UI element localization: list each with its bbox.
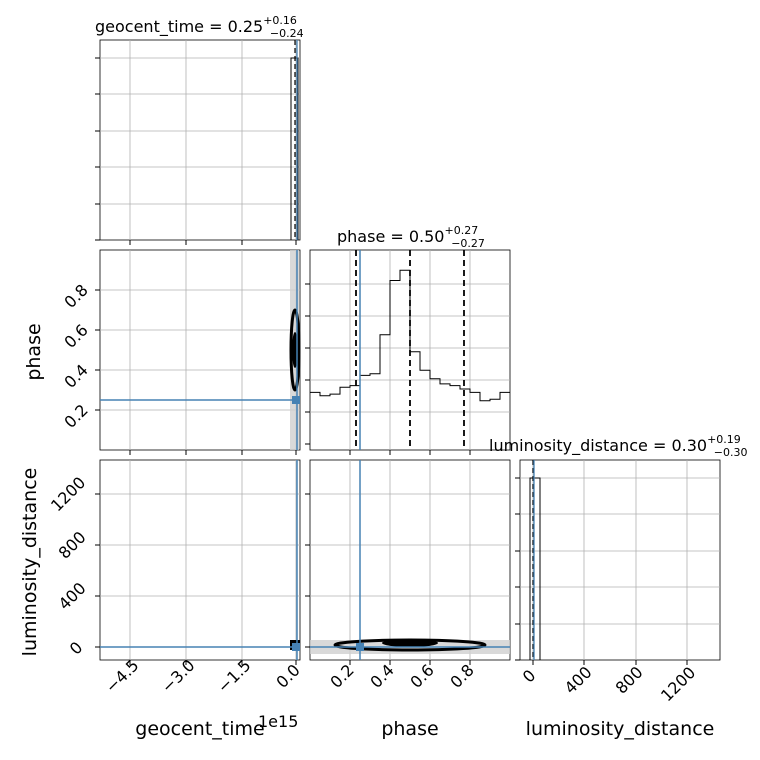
panel-phase-hist: phase = 0.50+0.27 −0.27 (305, 224, 511, 455)
geocent-x-tick-label: −3.0 (158, 656, 199, 697)
geocent-x-tick-label: −4.5 (102, 656, 143, 697)
geocent-x-tick-label: 0.0 (272, 660, 303, 691)
y-ticks (515, 477, 520, 661)
panel-grid (520, 460, 720, 660)
distance-title: luminosity_distance = 0.30+0.19 −0.30 (489, 433, 748, 459)
phase-title: phase = 0.50+0.27 −0.27 (337, 224, 485, 250)
panel-frame (309, 459, 511, 661)
phase-x-tick-label: 0.2 (326, 660, 357, 691)
panel-frame (99, 249, 301, 451)
panel-distance-vs-phase: 0.2 0.4 0.6 0.8 phase (305, 459, 511, 740)
phase-x-tick-label: 0.6 (406, 660, 437, 691)
phase-x-tick-label: 0.4 (366, 660, 397, 691)
density-contour-outer (289, 308, 301, 392)
y-ticks (95, 289, 100, 411)
geocent-title: geocent_time = 0.25+0.16 −0.24 (95, 14, 304, 40)
truth-marker (292, 643, 300, 651)
x-ticks (129, 240, 297, 245)
y-ticks (305, 283, 310, 445)
distance-hist-bar (529, 477, 541, 660)
distance-y-tick-label: 400 (55, 579, 90, 614)
x-ticks (349, 660, 471, 665)
distance-x-tick-label: 400 (561, 663, 596, 698)
phase-quantile-lines (355, 250, 465, 450)
distance-y-tick-label: 1200 (47, 473, 89, 515)
y-ticks (305, 493, 310, 648)
phase-y-tick-label: 0.4 (60, 360, 91, 391)
phase-y-axis-label: phase (23, 323, 45, 380)
x-ticks (532, 660, 688, 665)
x-ticks (129, 660, 297, 665)
panel-phase-vs-geocent: 0.2 0.4 0.6 0.8 phase (23, 249, 301, 455)
panel-distance-hist: 0 400 800 1200 luminosity_distance lumin… (489, 433, 748, 740)
density-contour-inner (382, 639, 438, 647)
phase-y-tick-label: 0.2 (60, 400, 91, 431)
x-ticks (129, 450, 297, 455)
panel-frame (519, 459, 721, 661)
distance-y-tick-label: 0 (66, 638, 87, 659)
distance-x-tick-label: 0 (519, 666, 540, 687)
phase-x-axis-label: phase (381, 718, 438, 740)
phase-y-tick-label: 0.6 (60, 320, 91, 351)
distance-x-tick-label: 1200 (657, 663, 699, 705)
y-ticks (95, 493, 100, 648)
x-ticks (349, 450, 471, 455)
distance-y-axis-label: luminosity_distance (19, 468, 41, 657)
distance-x-axis-label: luminosity_distance (526, 718, 715, 740)
geocent-x-axis-label: geocent_time (135, 718, 264, 740)
phase-y-tick-label: 0.8 (60, 280, 91, 311)
panel-frame (99, 459, 301, 661)
truth-marker (356, 643, 364, 651)
y-ticks (95, 57, 100, 241)
geocent-x-tick-label: −1.5 (214, 656, 255, 697)
panel-geocent-time-hist: geocent_time = 0.25+0.16 −0.24 (95, 14, 304, 245)
offset-text: 1e15 (258, 712, 298, 731)
phase-x-tick-label: 0.8 (446, 660, 477, 691)
distance-y-tick-label: 800 (55, 528, 90, 563)
distance-x-tick-label: 800 (612, 663, 647, 698)
panel-frame (99, 39, 301, 241)
panel-grid (100, 40, 300, 240)
panel-distance-vs-geocent: 0 400 800 1200 luminosity_distance −4.5 … (19, 459, 304, 740)
truth-marker (292, 396, 300, 404)
